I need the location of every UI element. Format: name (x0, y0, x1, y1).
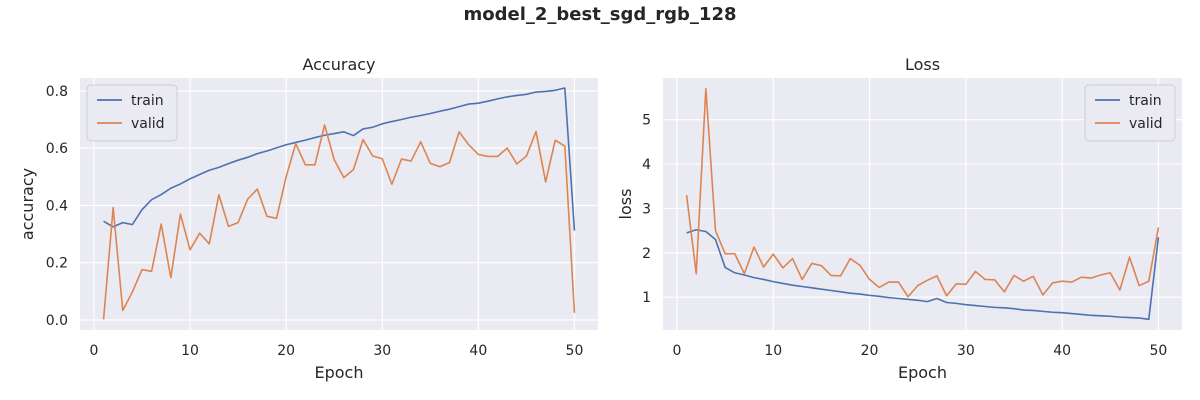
x-tick-label: 50 (566, 343, 584, 359)
series-line-train (686, 228, 1160, 321)
y-axis-label: loss (616, 189, 635, 220)
legend-box (86, 84, 178, 142)
figure-title: model_2_best_sgd_rgb_128 (463, 4, 737, 25)
series-line-valid (102, 124, 576, 320)
y-tick-label: 0.2 (46, 256, 68, 272)
x-tick-label: 10 (181, 343, 199, 359)
legend-label-valid: valid (131, 116, 165, 132)
y-tick-label: 0.6 (46, 141, 68, 157)
x-tick-label: 40 (1053, 343, 1071, 359)
series-line-valid (685, 87, 1160, 298)
chart-title: Loss (905, 55, 940, 74)
legend-label-train: train (1129, 93, 1162, 109)
chart-panel-0: 0 10 20 30 40 50 0.0 0.2 0.4 0.6 0.8 Accuracy Epoch a… (18, 55, 598, 382)
y-tick-label: 5 (642, 113, 651, 129)
x-tick-label: 20 (861, 343, 879, 359)
y-tick-label: 2 (642, 246, 651, 262)
x-axis-label: Epoch (898, 363, 947, 382)
y-tick-label: 0.4 (46, 198, 68, 214)
y-tick-label: 0.0 (46, 313, 68, 329)
x-tick-label: 50 (1149, 343, 1167, 359)
legend-label-valid: valid (1129, 116, 1163, 132)
chart-panel-1: 0 10 20 30 40 50 1 2 3 4 5 Loss Epoch loss train valid (616, 55, 1182, 382)
x-tick-label: 40 (469, 343, 487, 359)
x-tick-label: 30 (373, 343, 391, 359)
x-tick-label: 0 (89, 343, 98, 359)
y-tick-label: 3 (642, 201, 651, 217)
y-axis-label: accuracy (18, 168, 37, 240)
series-line-train (103, 87, 576, 231)
y-tick-label: 0.8 (46, 84, 68, 100)
legend-label-train: train (131, 93, 164, 109)
x-tick-label: 20 (277, 343, 295, 359)
legend: train valid (86, 84, 178, 142)
legend-box (1084, 84, 1176, 142)
x-axis-label: Epoch (315, 363, 364, 382)
x-tick-label: 30 (957, 343, 975, 359)
x-tick-label: 0 (673, 343, 682, 359)
x-tick-label: 10 (764, 343, 782, 359)
legend: train valid (1084, 84, 1176, 142)
chart-title: Accuracy (302, 55, 375, 74)
y-tick-label: 1 (642, 290, 651, 306)
y-tick-label: 4 (642, 157, 651, 173)
